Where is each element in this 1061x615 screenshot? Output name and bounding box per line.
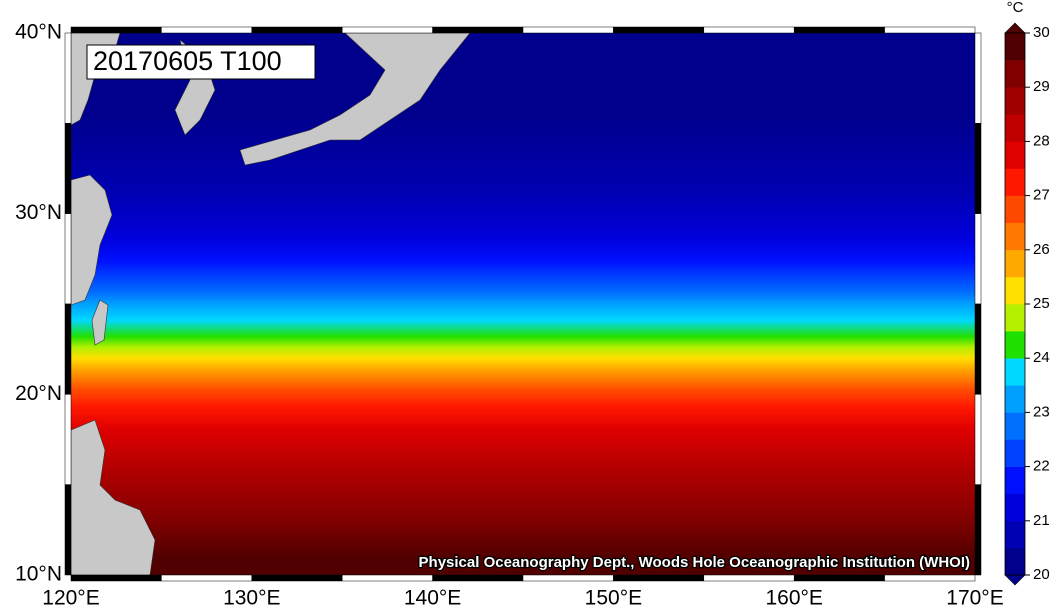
frame-segment [974, 213, 982, 305]
colorbar-segment [1005, 331, 1025, 359]
colorbar-segment [1005, 304, 1025, 332]
colorbar-tick-label: 28 [1033, 132, 1050, 149]
frame-segment [432, 26, 524, 34]
frame-segment [70, 26, 162, 34]
lat-label: 20°N [15, 382, 62, 405]
colorbar-tick-label: 25 [1033, 295, 1050, 312]
colorbar-segment [1005, 385, 1025, 413]
colorbar-segment [1005, 493, 1025, 522]
frame-segment [64, 32, 72, 124]
colorbar-segment [1005, 520, 1025, 549]
sea-temperature-field [71, 33, 975, 575]
colorbar-tick-label: 30 [1033, 24, 1050, 41]
frame-segment [161, 26, 253, 34]
colorbar-segment [1005, 60, 1025, 88]
colorbar-tick-label: 26 [1033, 241, 1050, 258]
frame-segment [522, 574, 614, 582]
frame-segment [341, 26, 433, 34]
title-box [86, 44, 316, 80]
frame-segment [974, 484, 982, 576]
colorbar-tick-label: 20 [1033, 566, 1050, 583]
frame-segment [974, 394, 982, 485]
frame-segment [251, 26, 343, 34]
frame-segment [64, 123, 72, 214]
frame-segment [793, 26, 885, 34]
colorbar-segment [1005, 195, 1025, 223]
colorbar-tick-label: 21 [1033, 512, 1050, 529]
frame-segment [613, 574, 705, 582]
frame-segment [974, 303, 982, 395]
colorbar-segment [1005, 141, 1025, 169]
land [70, 32, 471, 576]
frame-segment [522, 26, 614, 34]
frame-segment [161, 574, 253, 582]
colorbar-segment [1005, 466, 1025, 494]
colorbar-segment [1005, 276, 1025, 305]
colorbar-tick-label: 29 [1033, 78, 1050, 95]
frame [64, 26, 982, 582]
frame-segment [341, 574, 433, 582]
map-title: 20170605 T100 [93, 46, 282, 76]
lon-label: 170°E [946, 587, 1003, 610]
colorbar-segment [1005, 168, 1025, 196]
frame-segment [974, 32, 982, 124]
colorbar-segment [1005, 412, 1025, 440]
frame-segment [64, 484, 72, 576]
frame-segment [793, 574, 885, 582]
colorbar-tick-label: 23 [1033, 403, 1050, 420]
colorbar-under [1004, 574, 1026, 586]
lat-label: 40°N [15, 21, 62, 44]
frame-segment [432, 574, 524, 582]
frame-segment [884, 574, 976, 582]
frame-segment [613, 26, 705, 34]
colorbar-unit: °C [1007, 0, 1024, 16]
frame-segment [64, 213, 72, 305]
lat-label: 10°N [15, 563, 62, 586]
colorbar-segment [1005, 222, 1025, 251]
frame-segment [703, 574, 795, 582]
colorbar-segment [1005, 547, 1025, 576]
colorbar-over [1004, 22, 1026, 34]
colorbar-segment [1005, 87, 1025, 115]
credit: Physical Oceanography Dept., Woods Hole … [419, 554, 970, 571]
lon-label: 150°E [585, 587, 642, 610]
colorbar-tick-label: 27 [1033, 187, 1050, 204]
colorbar-segment [1005, 358, 1025, 386]
frame-segment [703, 26, 795, 34]
colorbar-segment [1005, 439, 1025, 467]
colorbar-segment [1005, 114, 1025, 142]
lon-label: 130°E [223, 587, 280, 610]
frame-segment [70, 574, 162, 582]
lon-label: 140°E [404, 587, 461, 610]
frame-segment [974, 123, 982, 214]
colorbar-segment [1005, 33, 1025, 61]
colorbar-tick-label: 24 [1033, 349, 1050, 366]
frame-segment [64, 394, 72, 485]
frame-segment [884, 26, 976, 34]
colorbar-segment [1005, 249, 1025, 278]
lat-label: 30°N [15, 201, 62, 224]
colorbar-tick-label: 22 [1033, 458, 1050, 475]
lon-label: 120°E [42, 587, 99, 610]
frame-segment [64, 303, 72, 395]
frame-segment [251, 574, 343, 582]
lon-label: 160°E [765, 587, 822, 610]
